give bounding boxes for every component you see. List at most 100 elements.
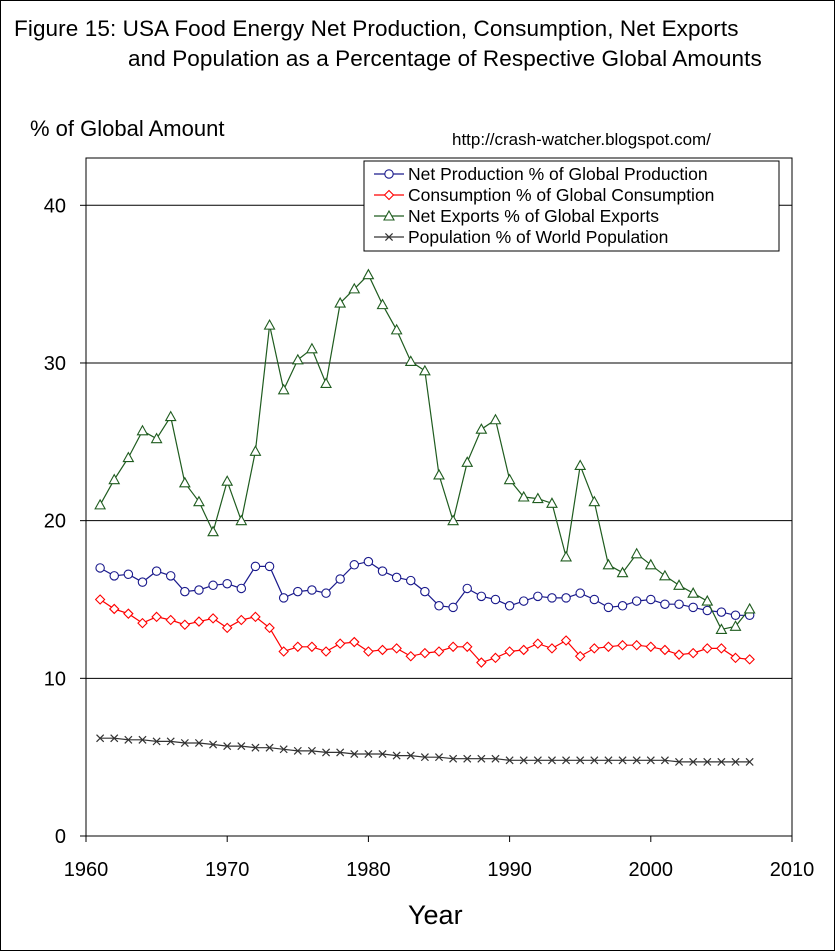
legend-item-consumption: Consumption % of Global Consumption bbox=[374, 185, 714, 205]
data-point-consumption-1978 bbox=[334, 638, 346, 649]
data-point-net-exports-1962 bbox=[108, 473, 121, 485]
y-tick-label-20: 20 bbox=[44, 511, 66, 533]
data-point-population-1992 bbox=[533, 756, 542, 765]
data-point-net-production-1967 bbox=[180, 586, 190, 597]
data-point-net-exports-2003 bbox=[687, 587, 700, 598]
data-point-consumption-2002 bbox=[673, 649, 685, 660]
data-point-population-1981 bbox=[378, 749, 387, 759]
data-point-net-production-1996 bbox=[589, 594, 600, 605]
data-point-net-production-1972 bbox=[250, 561, 261, 572]
data-point-net-exports-1974 bbox=[277, 383, 290, 395]
data-point-consumption-1964 bbox=[137, 617, 148, 629]
legend-item-net-production: Net Production % of Global Production bbox=[374, 164, 708, 184]
data-point-population-1994 bbox=[562, 756, 571, 765]
x-tick-label-1980: 1980 bbox=[346, 859, 391, 881]
data-point-consumption-1970 bbox=[221, 622, 233, 634]
data-point-consumption-1971 bbox=[236, 614, 247, 626]
data-point-net-production-1999 bbox=[631, 596, 642, 606]
data-point-consumption-1993 bbox=[546, 643, 558, 654]
data-point-population-1962 bbox=[110, 734, 119, 743]
data-point-net-exports-1967 bbox=[178, 476, 191, 488]
data-point-population-1961 bbox=[96, 734, 105, 743]
legend-item-population: Population % of World Population bbox=[374, 227, 668, 247]
data-point-consumption-2000 bbox=[645, 641, 657, 653]
data-point-net-exports-1964 bbox=[136, 424, 149, 436]
data-point-population-1998 bbox=[618, 756, 627, 765]
y-tick-label-10: 10 bbox=[44, 668, 66, 690]
source-note: http://crash-watcher.blogspot.com/ bbox=[452, 130, 711, 149]
data-point-net-production-1981 bbox=[377, 566, 388, 576]
data-point-net-exports-1961 bbox=[94, 498, 107, 510]
data-point-net-exports-1983 bbox=[404, 355, 417, 366]
data-point-net-exports-2006 bbox=[729, 620, 742, 631]
series-population bbox=[96, 734, 754, 766]
data-point-consumption-1962 bbox=[108, 603, 120, 615]
data-point-consumption-1988 bbox=[476, 657, 487, 668]
data-point-consumption-1994 bbox=[560, 635, 572, 646]
data-point-population-1999 bbox=[632, 756, 641, 765]
data-point-population-2003 bbox=[689, 757, 698, 766]
data-point-consumption-1973 bbox=[264, 622, 275, 634]
data-point-net-exports-1977 bbox=[320, 377, 332, 389]
x-tick-label-1960: 1960 bbox=[64, 859, 109, 881]
data-point-population-1965 bbox=[152, 737, 161, 746]
data-point-population-1982 bbox=[392, 751, 401, 760]
plot-border bbox=[85, 157, 793, 837]
data-point-net-production-1983 bbox=[406, 575, 416, 586]
x-tick-label-2000: 2000 bbox=[629, 859, 674, 881]
data-point-net-production-1997 bbox=[603, 602, 614, 613]
data-point-net-production-1969 bbox=[208, 580, 218, 591]
data-point-population-1989 bbox=[491, 754, 500, 763]
data-point-net-exports-1965 bbox=[150, 432, 163, 444]
data-point-net-exports-2002 bbox=[673, 579, 685, 590]
data-point-net-exports-2000 bbox=[644, 558, 657, 570]
data-point-net-production-1992 bbox=[533, 591, 543, 602]
data-point-consumption-1976 bbox=[306, 641, 318, 653]
data-point-consumption-1995 bbox=[574, 650, 586, 662]
data-point-net-exports-1990 bbox=[503, 473, 516, 485]
data-point-consumption-1981 bbox=[377, 644, 388, 656]
data-point-net-exports-1996 bbox=[588, 495, 601, 507]
data-point-population-1995 bbox=[576, 756, 585, 765]
data-point-net-exports-1969 bbox=[207, 525, 220, 537]
data-point-net-exports-1987 bbox=[461, 456, 474, 467]
data-point-consumption-1963 bbox=[123, 608, 134, 619]
data-point-population-2004 bbox=[703, 757, 712, 766]
data-point-population-2005 bbox=[717, 757, 726, 766]
data-point-net-exports-1973 bbox=[263, 319, 276, 330]
legend: Net Production % of Global ProductionCon… bbox=[363, 160, 780, 252]
legend-marker-net-exports bbox=[383, 209, 395, 221]
data-point-population-1970 bbox=[223, 742, 232, 751]
data-point-net-production-1968 bbox=[194, 585, 204, 595]
data-point-net-exports-1978 bbox=[334, 296, 347, 308]
data-point-population-1966 bbox=[166, 737, 175, 746]
data-point-net-production-1978 bbox=[335, 574, 345, 584]
data-point-population-1985 bbox=[434, 753, 444, 762]
data-point-consumption-1997 bbox=[603, 641, 614, 653]
data-point-net-production-1962 bbox=[109, 571, 119, 581]
data-point-net-production-2005 bbox=[716, 607, 727, 617]
data-point-net-production-2003 bbox=[688, 602, 698, 613]
data-point-population-1968 bbox=[194, 738, 203, 747]
data-point-net-exports-1968 bbox=[193, 495, 205, 507]
series-net-exports bbox=[94, 268, 756, 634]
data-point-net-production-2001 bbox=[660, 599, 670, 609]
data-point-population-1964 bbox=[138, 735, 147, 744]
legend-item-net-exports: Net Exports % of Global Exports bbox=[374, 206, 659, 226]
data-point-consumption-1990 bbox=[504, 646, 515, 657]
data-point-net-production-1998 bbox=[617, 601, 628, 611]
legend-label-consumption: Consumption % of Global Consumption bbox=[408, 185, 714, 205]
data-point-net-exports-1997 bbox=[602, 558, 615, 570]
data-point-consumption-1984 bbox=[419, 647, 431, 659]
data-point-consumption-1975 bbox=[292, 641, 304, 653]
legend-label-net-exports: Net Exports % of Global Exports bbox=[408, 206, 659, 226]
data-point-net-exports-1986 bbox=[447, 514, 460, 526]
y-tick-label-0: 0 bbox=[55, 826, 66, 848]
data-point-population-1976 bbox=[307, 746, 316, 755]
data-point-net-production-1966 bbox=[165, 571, 176, 581]
data-point-net-exports-2005 bbox=[715, 623, 728, 634]
x-tick-label-2010: 2010 bbox=[770, 859, 815, 881]
data-point-consumption-1986 bbox=[447, 641, 459, 653]
data-point-consumption-1977 bbox=[320, 646, 332, 657]
